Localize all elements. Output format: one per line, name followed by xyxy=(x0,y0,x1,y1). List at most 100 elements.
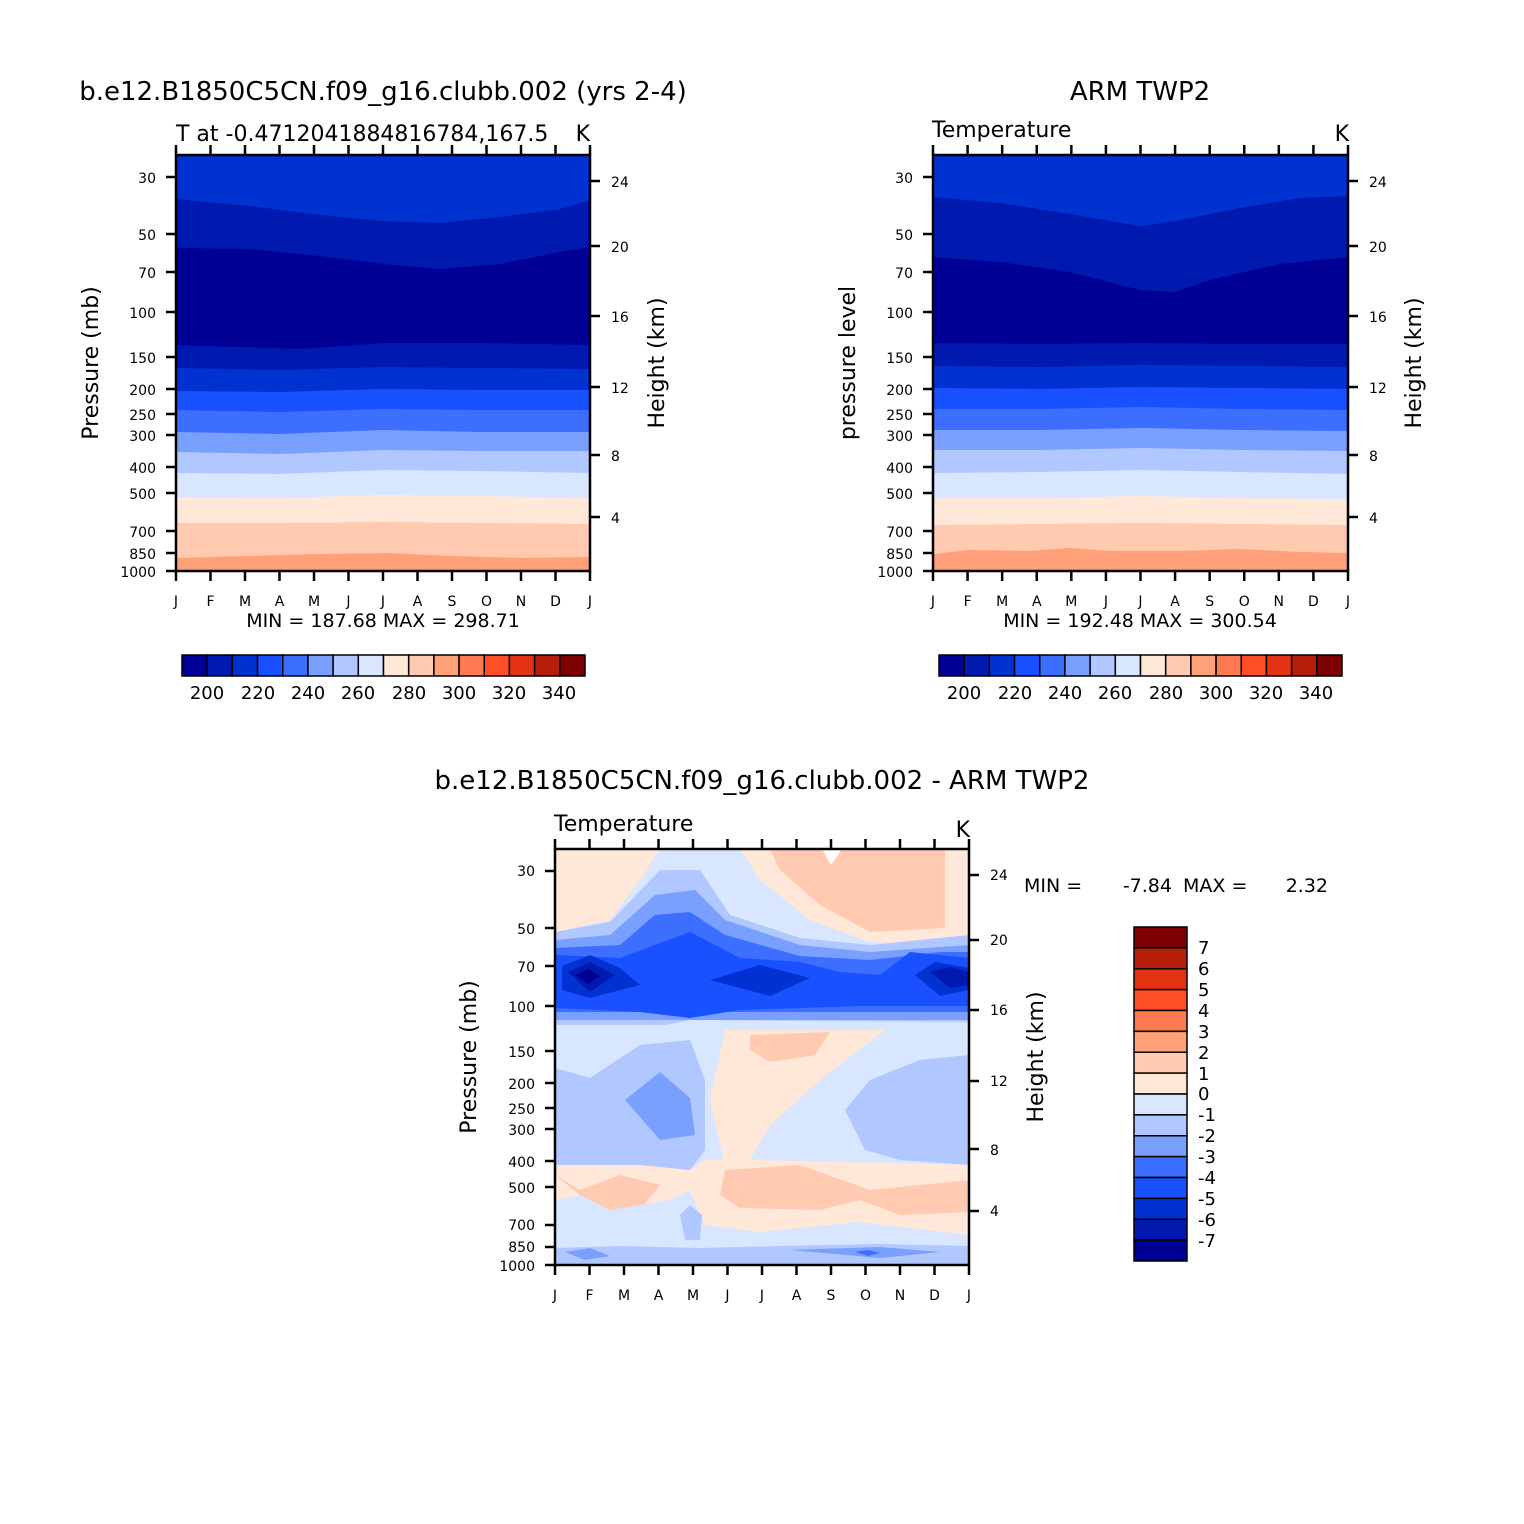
y-tick-label: 50 xyxy=(138,228,156,244)
y2-tick-label: 8 xyxy=(1369,449,1378,465)
x-tick-label: F xyxy=(964,594,972,610)
colorbar-label: 220 xyxy=(998,683,1032,704)
panel-obs-y2label: Height (km) xyxy=(1402,297,1427,428)
colorbar-swatch xyxy=(1089,654,1117,677)
panel-obs-y-axis: 30 50 70 100 150 200 250 300 400 500 700… xyxy=(877,171,913,581)
panel-model-colorbar-labels: 200 220 240 260 280 300 320 340 xyxy=(190,683,576,704)
x-tick-label: A xyxy=(1170,594,1180,610)
band xyxy=(930,967,969,988)
panel-obs-colorbar-labels: 200 220 240 260 280 300 320 340 xyxy=(947,683,1333,704)
x-tick-label: J xyxy=(380,594,385,610)
colorbar-swatch xyxy=(1133,947,1188,970)
colorbar-label: 1 xyxy=(1198,1064,1209,1085)
y-tick-label: 30 xyxy=(138,171,156,187)
y-tick-label: 200 xyxy=(129,383,156,399)
y-tick-label: 400 xyxy=(886,461,913,477)
colorbar-label: 7 xyxy=(1198,938,1209,959)
colorbar-label: 340 xyxy=(1299,683,1333,704)
band xyxy=(720,1165,969,1215)
x-tick-label: A xyxy=(1032,594,1042,610)
panel-diff: b.e12.B1850C5CN.f09_g16.clubb.002 - ARM … xyxy=(435,766,1328,1304)
y-tick-label: 70 xyxy=(138,266,156,282)
stats-min-value: -7.84 xyxy=(1123,875,1172,897)
y-tick-label: 400 xyxy=(129,461,156,477)
y2-tick-label: 16 xyxy=(1369,310,1387,326)
colorbar-label: -3 xyxy=(1198,1147,1216,1168)
y-tick-label: 500 xyxy=(129,487,156,503)
colorbar-label: 5 xyxy=(1198,980,1209,1001)
y-tick-label: 700 xyxy=(508,1218,535,1234)
panel-diff-colorbar-labels: 7 6 5 4 3 2 1 0 -1 -2 -3 -4 -5 -6 -7 xyxy=(1198,938,1216,1252)
colorbar-swatch xyxy=(1290,654,1318,677)
colorbar-label: 260 xyxy=(1098,683,1132,704)
colorbar-swatch xyxy=(1133,1093,1188,1116)
y2-tick-label: 12 xyxy=(1369,381,1387,397)
colorbar-swatch xyxy=(1114,654,1142,677)
band xyxy=(555,849,660,932)
y-tick-label: 200 xyxy=(508,1077,535,1093)
y2-tick-label: 12 xyxy=(990,1074,1008,1090)
x-tick-label: S xyxy=(1205,594,1214,610)
y-tick-label: 250 xyxy=(129,408,156,424)
y2-tick-label: 20 xyxy=(1369,240,1387,256)
colorbar-swatch xyxy=(1133,968,1188,991)
colorbar-label: 300 xyxy=(1199,683,1233,704)
x-tick-label: J xyxy=(552,1288,557,1304)
y-tick-label: 150 xyxy=(886,351,913,367)
colorbar-swatch xyxy=(256,654,284,677)
x-tick-label: S xyxy=(827,1288,836,1304)
x-tick-label: J xyxy=(724,1288,729,1304)
panel-diff-x-axis: J F M A M J J A S O N D J xyxy=(552,1288,971,1304)
panel-model-ylabel: Pressure (mb) xyxy=(79,286,104,440)
y-tick-label: 150 xyxy=(508,1045,535,1061)
colorbar-swatch xyxy=(1133,1051,1188,1074)
colorbar-label: 3 xyxy=(1198,1022,1209,1043)
x-tick-label: J xyxy=(173,594,178,610)
x-tick-label: J xyxy=(759,1288,764,1304)
y-tick-label: 300 xyxy=(508,1123,535,1139)
colorbar-swatch xyxy=(1133,1239,1188,1262)
colorbar-swatch xyxy=(1064,654,1091,677)
y2-tick-label: 24 xyxy=(990,868,1008,884)
panel-obs-colorbar xyxy=(938,654,1343,677)
panel-model-plot xyxy=(176,155,590,571)
y-tick-label: 300 xyxy=(886,429,913,445)
x-tick-label: J xyxy=(930,594,935,610)
y-tick-label: 100 xyxy=(129,306,156,322)
colorbar-label: -4 xyxy=(1198,1168,1216,1189)
x-tick-label: S xyxy=(448,594,457,610)
stats-max-label: MAX = xyxy=(1183,875,1247,897)
colorbar-label: -5 xyxy=(1198,1189,1216,1210)
panel-diff-y2-axis: 24 20 16 12 8 4 xyxy=(990,868,1008,1220)
colorbar-swatch xyxy=(1133,1114,1188,1137)
colorbar-label: 2 xyxy=(1198,1043,1209,1064)
colorbar-label: 220 xyxy=(241,683,275,704)
colorbar-swatch xyxy=(206,654,234,677)
colorbar-swatch xyxy=(1240,654,1268,677)
panel-diff-stats: MIN = -7.84 MAX = 2.32 xyxy=(1024,875,1328,897)
panel-obs-y2-axis: 24 20 16 12 8 4 xyxy=(1369,175,1387,527)
colorbar-swatch xyxy=(559,654,586,677)
band xyxy=(565,1248,610,1260)
colorbar-swatch xyxy=(1133,1197,1188,1220)
panel-obs-ylabel: pressure level xyxy=(836,286,861,440)
band xyxy=(555,1175,660,1210)
colorbar-swatch xyxy=(1316,654,1343,677)
colorbar-swatch xyxy=(332,654,360,677)
colorbar-swatch xyxy=(1133,1030,1188,1053)
x-tick-label: D xyxy=(929,1288,940,1304)
panel-model: b.e12.B1850C5CN.f09_g16.clubb.002 (yrs 2… xyxy=(79,77,687,704)
y2-tick-label: 24 xyxy=(611,175,629,191)
y-tick-label: 50 xyxy=(895,228,913,244)
y2-tick-label: 20 xyxy=(611,240,629,256)
panel-model-y-axis: 30 50 70 100 150 200 250 300 400 500 700… xyxy=(120,171,156,581)
panel-diff-colorbar xyxy=(1133,926,1188,1262)
y-tick-label: 150 xyxy=(129,351,156,367)
x-tick-label: A xyxy=(413,594,423,610)
y-tick-label: 250 xyxy=(508,1102,535,1118)
colorbar-swatch xyxy=(458,654,485,677)
colorbar-swatch xyxy=(357,654,385,677)
y2-tick-label: 4 xyxy=(611,511,620,527)
x-tick-label: D xyxy=(550,594,561,610)
